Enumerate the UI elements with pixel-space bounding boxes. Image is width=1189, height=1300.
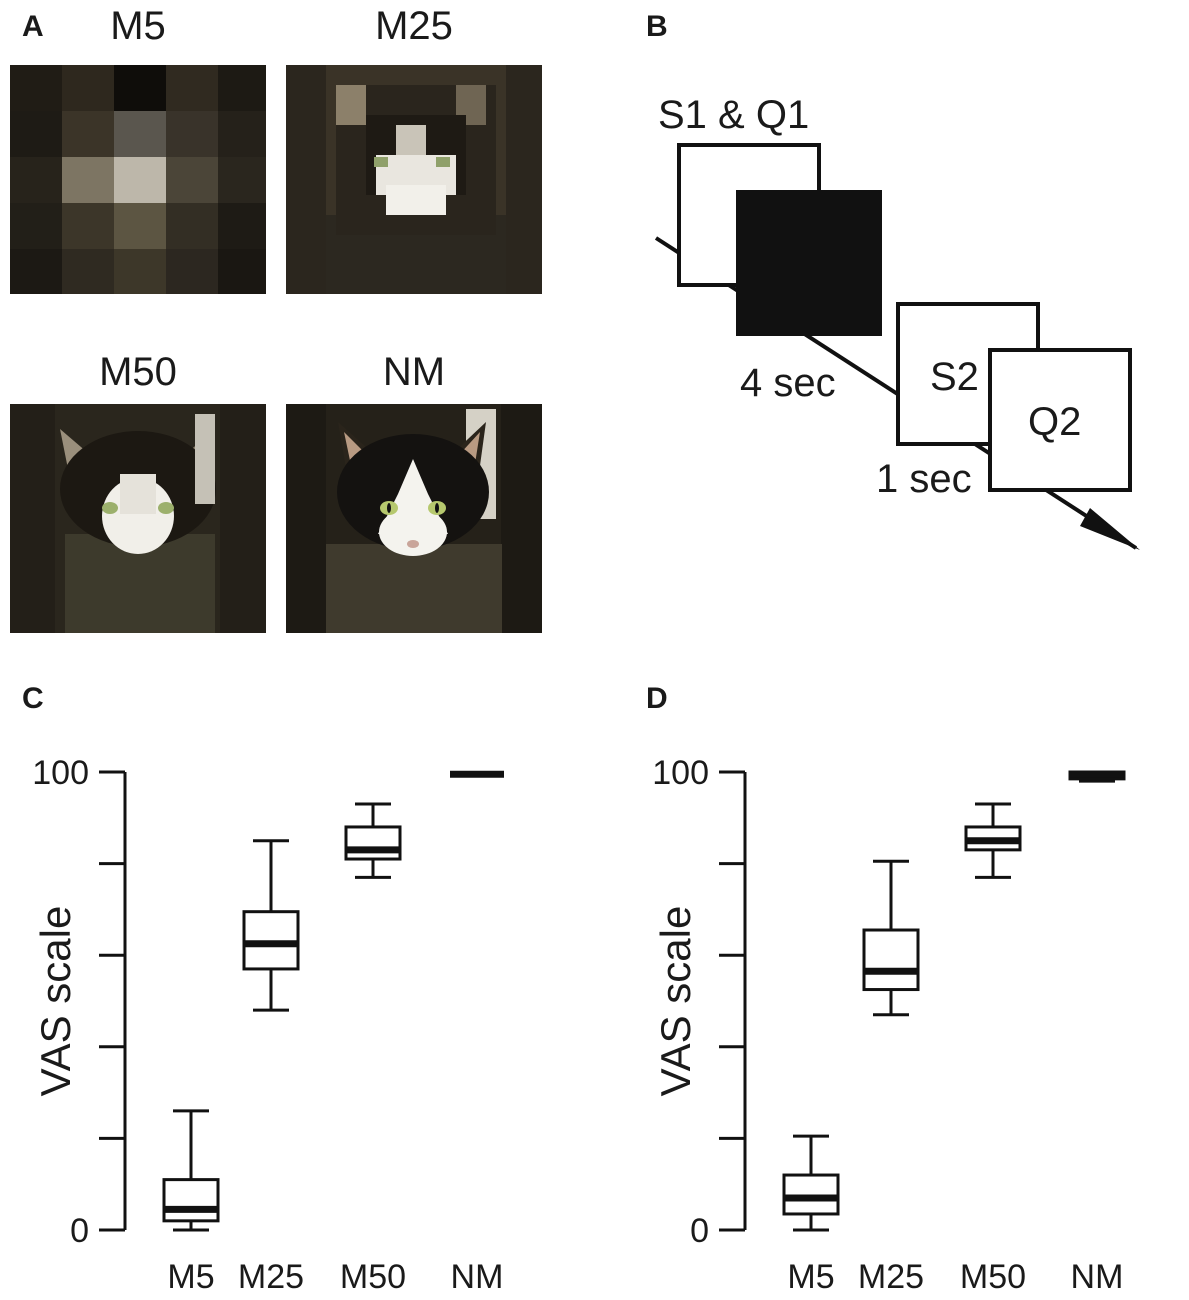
box-m25 [862,859,920,1017]
image-label-m25: M25 [375,4,453,48]
x-category-label: M50 [340,1258,406,1296]
x-category-label: M25 [858,1258,924,1296]
blank-screen-box [736,190,882,336]
panel-letter-c: C [22,682,44,715]
panel-letter-a: A [22,10,44,43]
x-category-label: M50 [960,1258,1026,1296]
cat-image-m50 [10,404,266,633]
q2-label: Q2 [1028,400,1081,444]
delay-1-sec-label: 1 sec [876,457,972,501]
y-tick-label: 0 [690,1212,709,1250]
panel-letter-b: B [646,10,668,43]
box-m5 [162,1109,220,1232]
panel-letter-d: D [646,682,668,715]
box-m50 [964,802,1022,879]
x-category-label: M5 [787,1258,834,1296]
delay-4-sec-label: 4 sec [740,361,836,405]
y-axis-label: VAS scale [652,906,699,1097]
y-tick-label: 100 [652,754,709,792]
box-plot-panel-c: 0 100 VAS scale M5 M25 M50 NM [32,754,504,1296]
s2-label: S2 [930,355,979,399]
box-m25 [242,839,300,1012]
x-category-label: M5 [167,1258,214,1296]
box-m5 [782,1134,840,1232]
box-plot-panel-d: 0 100 VAS scale M5 M25 M50 NM [652,754,1126,1296]
y-tick-label: 0 [70,1212,89,1250]
q2-box-front [988,348,1132,492]
cat-image-m25 [286,65,542,294]
iqr-box [344,825,402,861]
x-category-label: NM [451,1258,504,1296]
box-m50 [344,802,402,879]
iqr-box [862,928,920,992]
timeline-arrowhead [1080,508,1140,550]
x-category-label: M25 [238,1258,304,1296]
box-nm [1068,770,1126,783]
image-label-m5: M5 [110,4,166,48]
trial-sequence-diagram: S1 & Q1 4 sec S2 1 sec Q2 [654,93,1140,550]
x-category-label: NM [1071,1258,1124,1296]
y-axis-label: VAS scale [32,906,79,1097]
cat-image-m5 [10,65,266,294]
iqr-box [162,1178,220,1223]
s1-q1-label: S1 & Q1 [658,93,809,137]
y-tick-label: 100 [32,754,89,792]
cat-image-nm [286,404,542,633]
image-label-nm: NM [382,350,446,394]
image-label-m50: M50 [99,350,177,394]
